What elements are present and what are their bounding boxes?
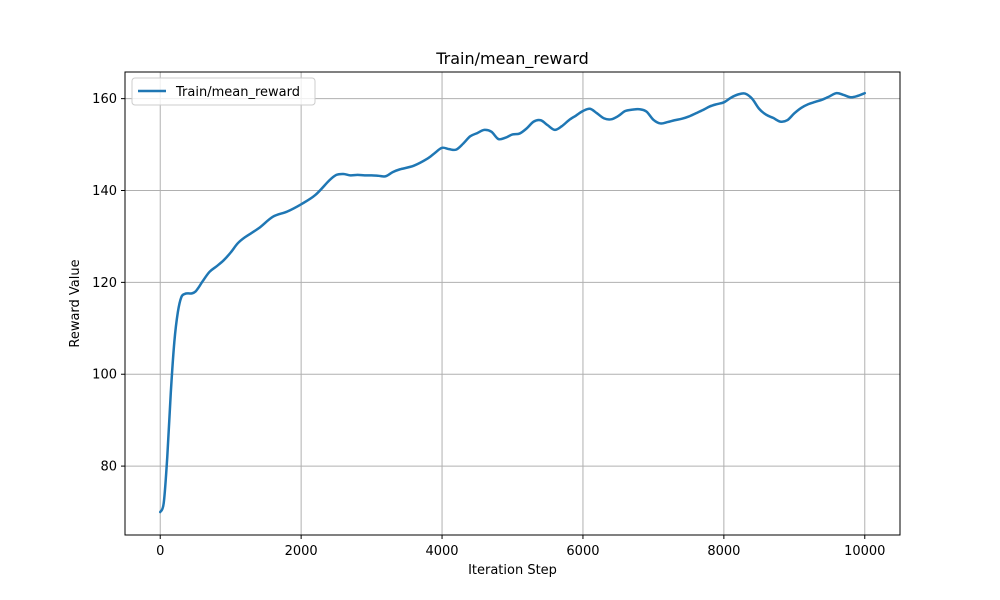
- legend: Train/mean_reward: [131, 77, 316, 106]
- grid-lines: [125, 72, 900, 535]
- chart-title: Train/mean_reward: [435, 49, 589, 69]
- y-tick-label: 140: [92, 184, 117, 199]
- legend-box: [131, 77, 316, 106]
- y-tick-label: 80: [100, 460, 117, 475]
- plot-area: [158, 91, 867, 514]
- y-tick-label: 160: [92, 92, 117, 107]
- y-tick-label: 100: [92, 368, 117, 383]
- axis-ticks: 0 2000 4000 6000 8000 10000 80 100 120 140 160: [92, 92, 885, 559]
- x-axis-label: Iteration Step: [468, 563, 557, 578]
- x-tick-label: 2000: [285, 544, 318, 559]
- y-tick-label: 120: [92, 276, 117, 291]
- axes-frame: [124, 71, 901, 536]
- series-line: [158, 91, 867, 514]
- x-tick-label: 4000: [425, 544, 458, 559]
- y-axis-label: Reward Value: [68, 259, 83, 347]
- x-tick-label: 8000: [707, 544, 740, 559]
- legend-label: Train/mean_reward: [175, 85, 300, 100]
- x-tick-label: 6000: [566, 544, 599, 559]
- x-tick-label: 0: [156, 544, 164, 559]
- x-tick-label: 10000: [844, 544, 885, 559]
